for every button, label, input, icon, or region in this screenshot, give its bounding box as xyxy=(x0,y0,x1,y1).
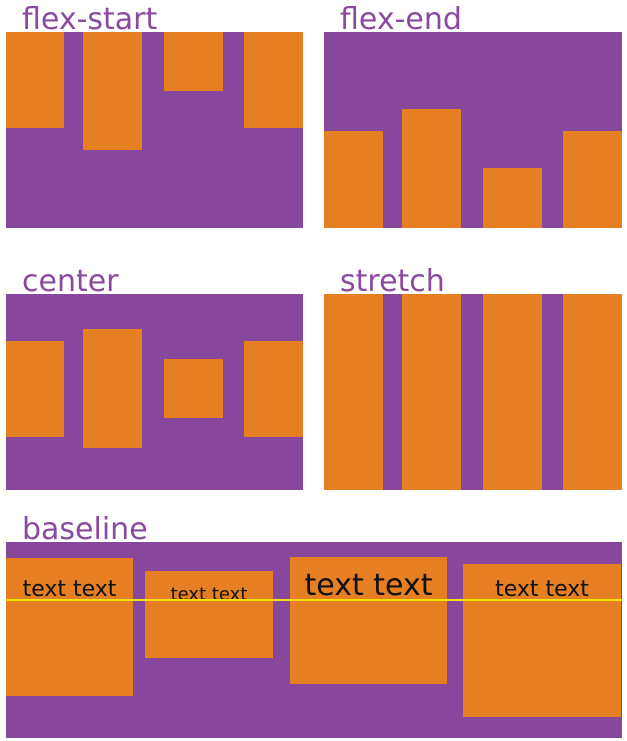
flex-end-container xyxy=(324,32,622,228)
flex-start-container xyxy=(6,32,303,228)
baseline-item-2: text text xyxy=(145,571,273,658)
flex-start-item-1 xyxy=(6,32,64,128)
stretch-item-4 xyxy=(563,294,622,490)
baseline-item-3: text text xyxy=(290,557,447,684)
panel-title-center: center xyxy=(22,264,119,299)
flex-start-item-2 xyxy=(83,32,142,150)
baseline-container: text text text text text text text text xyxy=(6,542,622,738)
center-item-1 xyxy=(6,341,64,437)
center-item-2 xyxy=(83,329,142,448)
center-item-3 xyxy=(164,359,223,418)
flex-end-item-4 xyxy=(563,131,622,228)
flex-end-item-1 xyxy=(324,131,383,228)
panel-title-flex-start: flex-start xyxy=(22,2,158,37)
panel-title-baseline: baseline xyxy=(22,512,148,547)
baseline-item-1-text: text text xyxy=(22,577,117,602)
stretch-item-3 xyxy=(483,294,542,490)
center-item-4 xyxy=(244,341,303,437)
panel-title-flex-end: flex-end xyxy=(340,2,462,37)
flex-start-item-3 xyxy=(164,32,223,91)
flex-start-item-4 xyxy=(244,32,303,128)
stretch-item-2 xyxy=(402,294,461,490)
baseline-item-2-text: text text xyxy=(170,584,248,605)
stretch-item-1 xyxy=(324,294,383,490)
baseline-item-1: text text xyxy=(6,558,133,696)
panel-title-stretch: stretch xyxy=(340,264,445,299)
baseline-item-3-text: text text xyxy=(304,568,433,603)
center-container xyxy=(6,294,303,490)
baseline-guide-line xyxy=(6,599,622,601)
stretch-container xyxy=(324,294,622,490)
baseline-item-4-text: text text xyxy=(495,577,589,602)
flex-end-item-3 xyxy=(483,168,542,228)
flex-end-item-2 xyxy=(402,109,461,228)
baseline-item-4: text text xyxy=(463,564,621,717)
